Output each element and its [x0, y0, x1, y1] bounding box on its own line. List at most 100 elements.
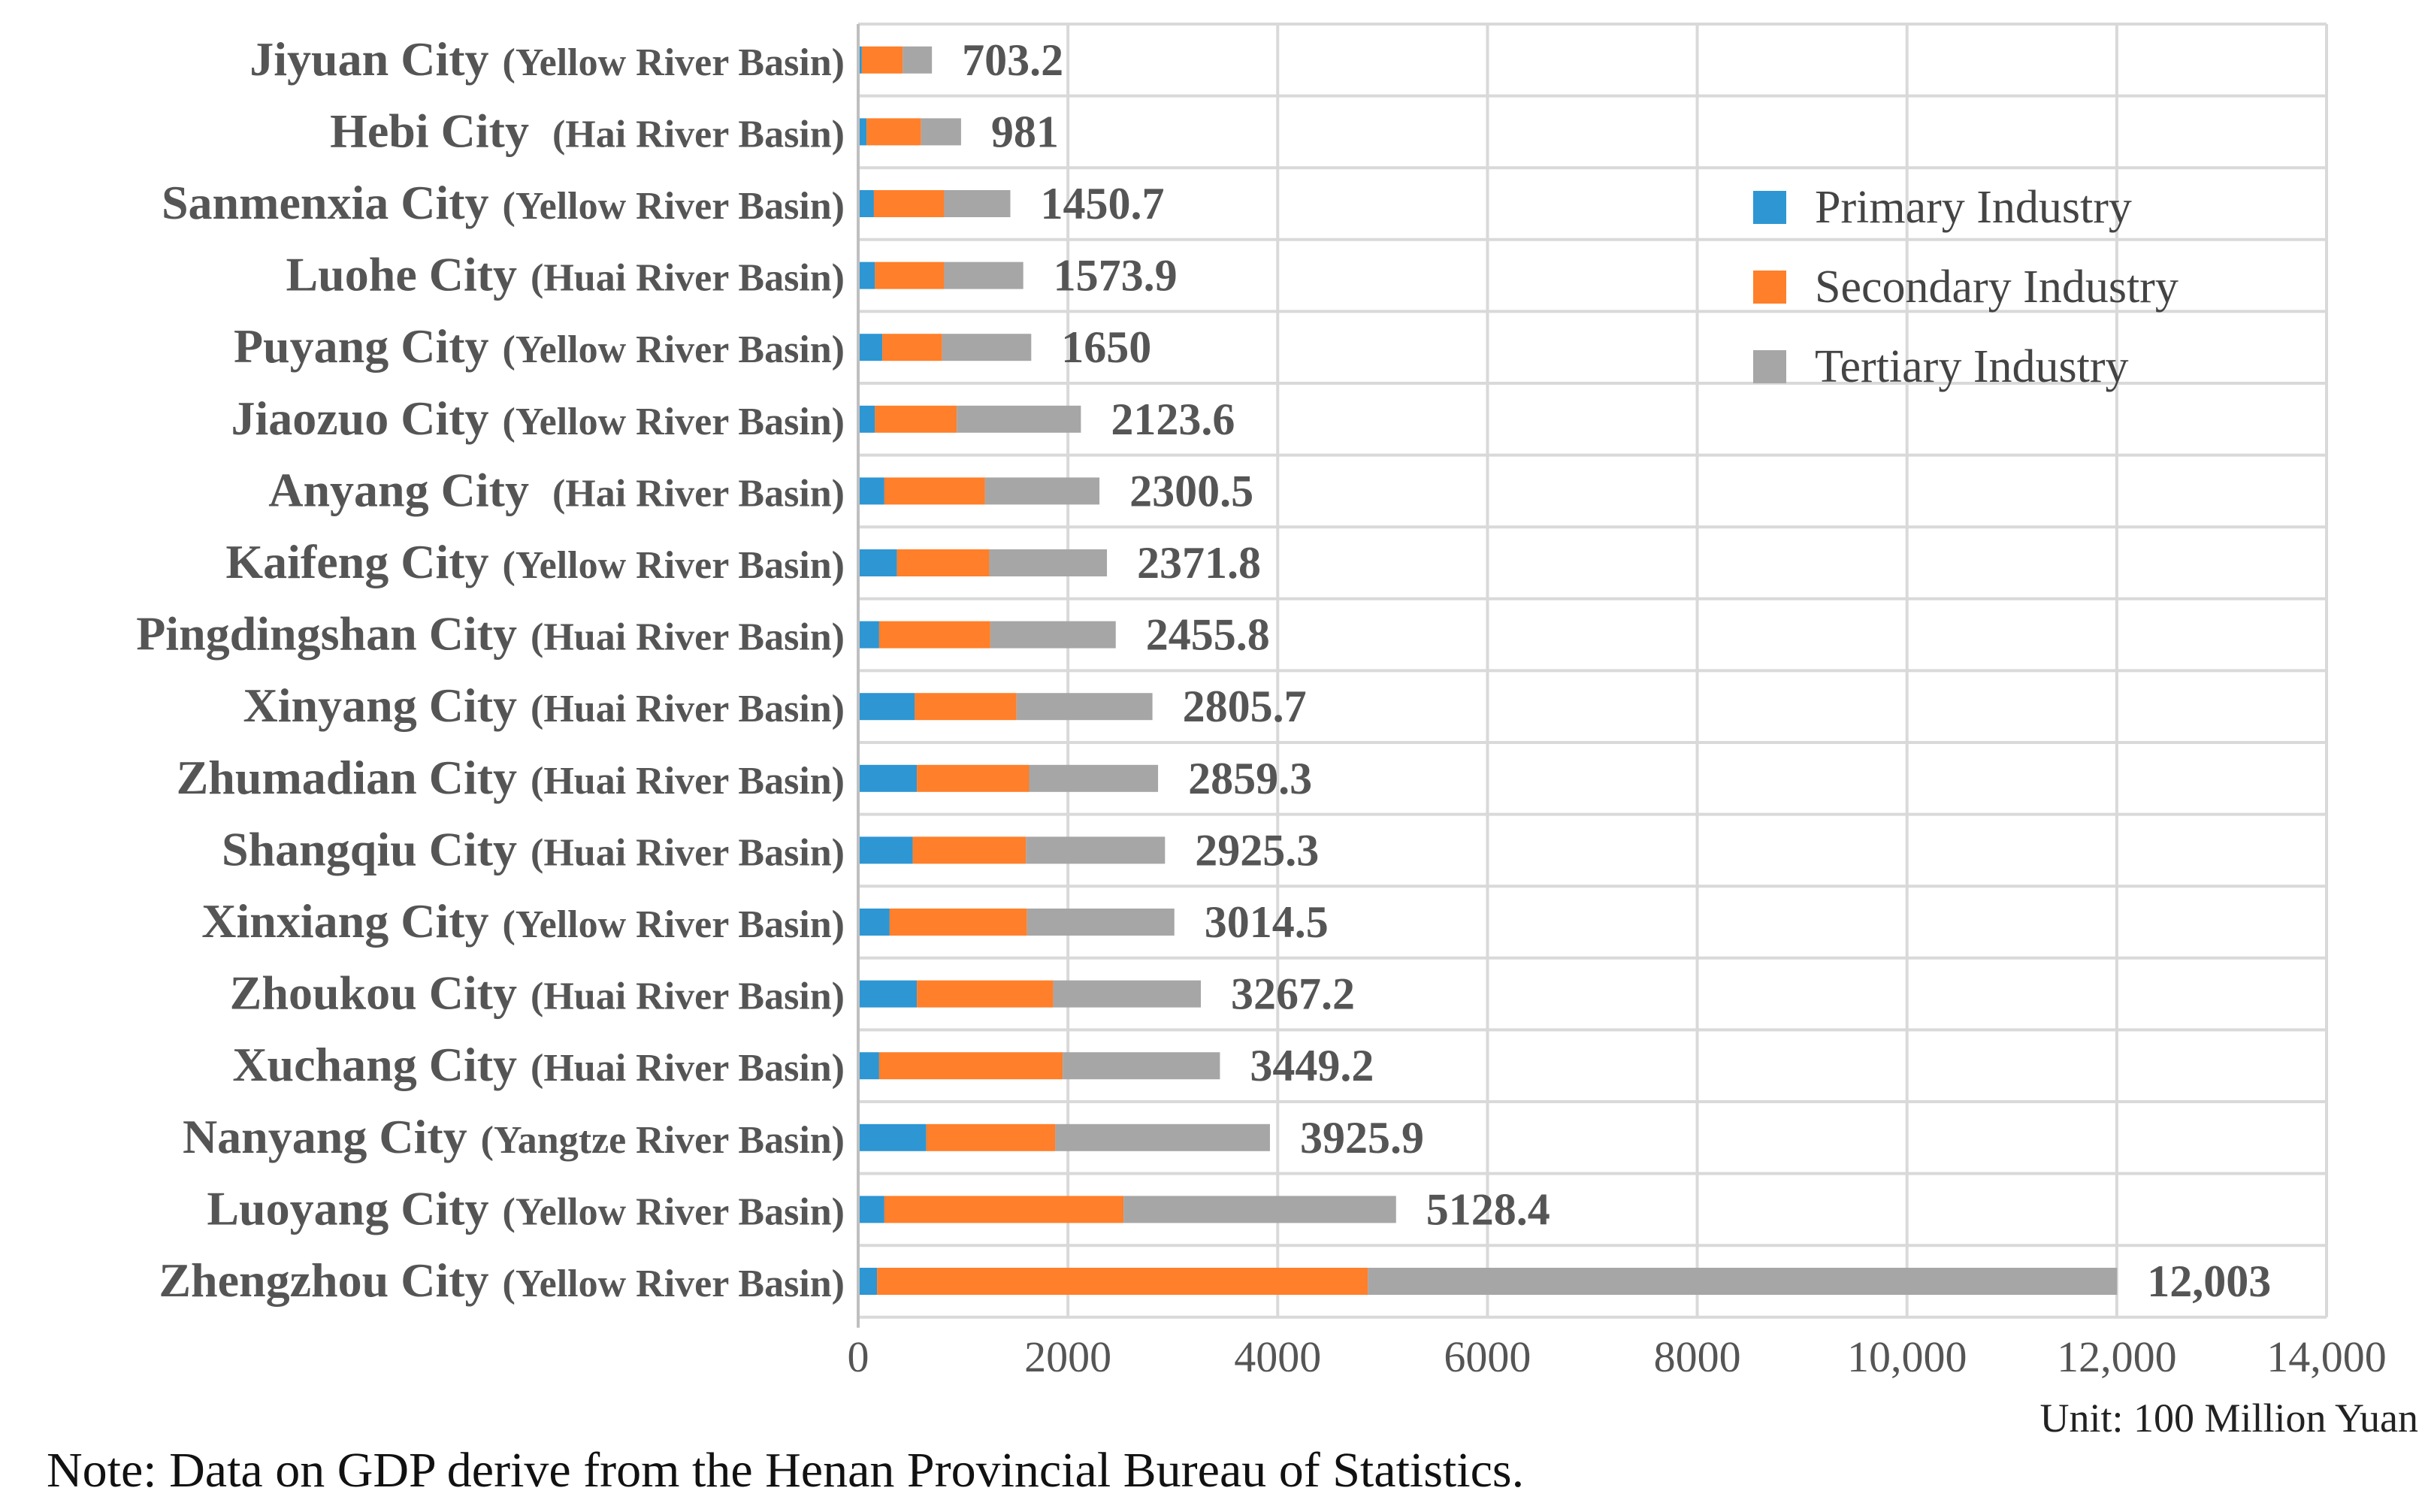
x-tick-label: 2000: [1024, 1332, 1111, 1381]
city-name: Xinyang City: [243, 679, 518, 732]
bar-secondary-industry: [889, 909, 1027, 936]
basin-name: (Yellow River Basin): [503, 903, 845, 946]
bar-secondary-industry: [912, 836, 1027, 864]
total-value-label: 1450.7: [1040, 179, 1164, 228]
bar-primary-industry: [858, 46, 862, 74]
basin-name: (Huai River Basin): [531, 688, 845, 730]
x-tick-label: 10,000: [1847, 1332, 1967, 1381]
basin-name: (Huai River Basin): [531, 831, 845, 874]
total-value-label: 2455.8: [1146, 610, 1270, 660]
bars: [858, 46, 2118, 1295]
bar-secondary-industry: [884, 477, 985, 505]
category-label: Jiaozuo City (Yellow River Basin): [231, 392, 845, 445]
bar-secondary-industry: [878, 621, 990, 649]
legend: Primary Industry Secondary Industry Tertia…: [1753, 182, 2179, 392]
total-value-label: 1573.9: [1054, 251, 1178, 301]
bar-primary-industry: [858, 1196, 884, 1223]
category-label: Kaifeng City (Yellow River Basin): [225, 535, 845, 588]
category-label: Xinyang City (Huai River Basin): [243, 679, 845, 732]
total-value-label: 2859.3: [1188, 754, 1312, 803]
category-label: Zhoukou City (Huai River Basin): [230, 966, 845, 1020]
bar-primary-industry: [858, 836, 913, 864]
total-value-label: 2371.8: [1137, 538, 1261, 588]
bar-tertiary-industry: [989, 549, 1108, 576]
bar-secondary-industry: [926, 1123, 1056, 1151]
total-value-label: 2300.5: [1129, 466, 1253, 516]
city-name: Pingdingshan City: [136, 607, 517, 661]
basin-name: (Yellow River Basin): [503, 328, 845, 371]
basin-name: (Yellow River Basin): [503, 544, 845, 587]
category-label: Sanmenxia City (Yellow River Basin): [162, 176, 845, 229]
bar-tertiary-industry: [984, 477, 1100, 505]
bar-secondary-industry: [882, 334, 942, 361]
bar-tertiary-industry: [1368, 1268, 2118, 1295]
x-tick-label: 0: [848, 1332, 869, 1381]
x-tick-label: 12,000: [2057, 1332, 2177, 1381]
x-tick-label: 6000: [1444, 1332, 1531, 1381]
bar-primary-industry: [858, 1052, 879, 1080]
basin-name: (Yellow River Basin): [503, 1190, 845, 1233]
total-value-label: 981: [991, 107, 1059, 156]
city-name: Puyang City: [234, 319, 489, 373]
city-name: Xinxiang City: [201, 894, 488, 948]
basin-name: (Huai River Basin): [531, 975, 845, 1018]
bar-tertiary-industry: [957, 405, 1081, 433]
bar-tertiary-industry: [1123, 1196, 1396, 1223]
source-note: Note: Data on GDP derive from the Henan …: [47, 1443, 1524, 1498]
total-value-label: 3014.5: [1205, 897, 1329, 947]
city-name: Hebi City: [330, 104, 529, 157]
total-value-label: 2123.6: [1111, 395, 1235, 444]
bar-secondary-industry: [878, 1052, 1063, 1080]
basin-name: (Yellow River Basin): [503, 1263, 845, 1305]
bar-primary-industry: [858, 549, 897, 576]
basin-name: (Yellow River Basin): [503, 41, 845, 84]
legend-swatch: [1753, 350, 1786, 383]
bar-primary-industry: [858, 1123, 927, 1151]
bar-secondary-industry: [915, 693, 1017, 721]
category-label: Xuchang City (Huai River Basin): [232, 1038, 845, 1091]
x-axis: 0 2000 4000 6000 8000 10,000 12,000 14,000: [848, 24, 2387, 1381]
category-label: Nanyang City (Yangtze River Basin): [183, 1110, 845, 1163]
legend-swatch: [1753, 271, 1786, 304]
city-name: Sanmenxia City: [162, 176, 489, 229]
bar-primary-industry: [858, 1268, 878, 1295]
city-name: Luoyang City: [207, 1181, 488, 1235]
bar-tertiary-industry: [1026, 836, 1166, 864]
x-tick-label: 14,000: [2266, 1332, 2387, 1381]
city-name: Shangqiu City: [222, 822, 517, 875]
bar-primary-industry: [858, 764, 918, 792]
city-name: Jiaozuo City: [231, 392, 488, 445]
bar-secondary-industry: [917, 764, 1030, 792]
bar-secondary-industry: [884, 1196, 1124, 1223]
basin-name: (Yellow River Basin): [503, 185, 845, 228]
legend-swatch: [1753, 191, 1786, 224]
gridlines: [857, 23, 2328, 1319]
bar-tertiary-industry: [921, 118, 961, 146]
total-value-label: 12,003: [2147, 1256, 2271, 1306]
city-name: Nanyang City: [183, 1110, 467, 1163]
total-labels: 703.2 981 1450.7 1573.9 1650 2123.6 2300.5 2371…: [962, 35, 2271, 1306]
city-name: Luohe City: [286, 248, 517, 301]
x-tick-label: 8000: [1654, 1332, 1741, 1381]
category-label: Pingdingshan City (Huai River Basin): [136, 607, 845, 661]
total-value-label: 3449.2: [1250, 1041, 1374, 1090]
total-value-label: 2805.7: [1183, 682, 1307, 731]
city-name: Xuchang City: [232, 1038, 517, 1091]
bar-tertiary-industry: [990, 621, 1116, 649]
bar-secondary-industry: [875, 405, 957, 433]
city-name: Jiyuan City: [249, 32, 488, 86]
bar-tertiary-industry: [1029, 764, 1159, 792]
bar-secondary-industry: [875, 262, 945, 289]
bar-tertiary-industry: [944, 190, 1011, 217]
bar-tertiary-industry: [1055, 1123, 1270, 1151]
basin-name: (Yangtze River Basin): [481, 1119, 845, 1162]
total-value-label: 5128.4: [1426, 1184, 1550, 1234]
bar-primary-industry: [858, 909, 890, 936]
bar-primary-industry: [858, 190, 874, 217]
bar-secondary-industry: [917, 980, 1054, 1008]
basin-name: (Yellow River Basin): [503, 401, 845, 443]
x-tick-label: 4000: [1234, 1332, 1321, 1381]
city-name: Zhengzhou City: [159, 1253, 488, 1307]
total-value-label: 2925.3: [1195, 825, 1319, 875]
bar-tertiary-industry: [1016, 693, 1153, 721]
